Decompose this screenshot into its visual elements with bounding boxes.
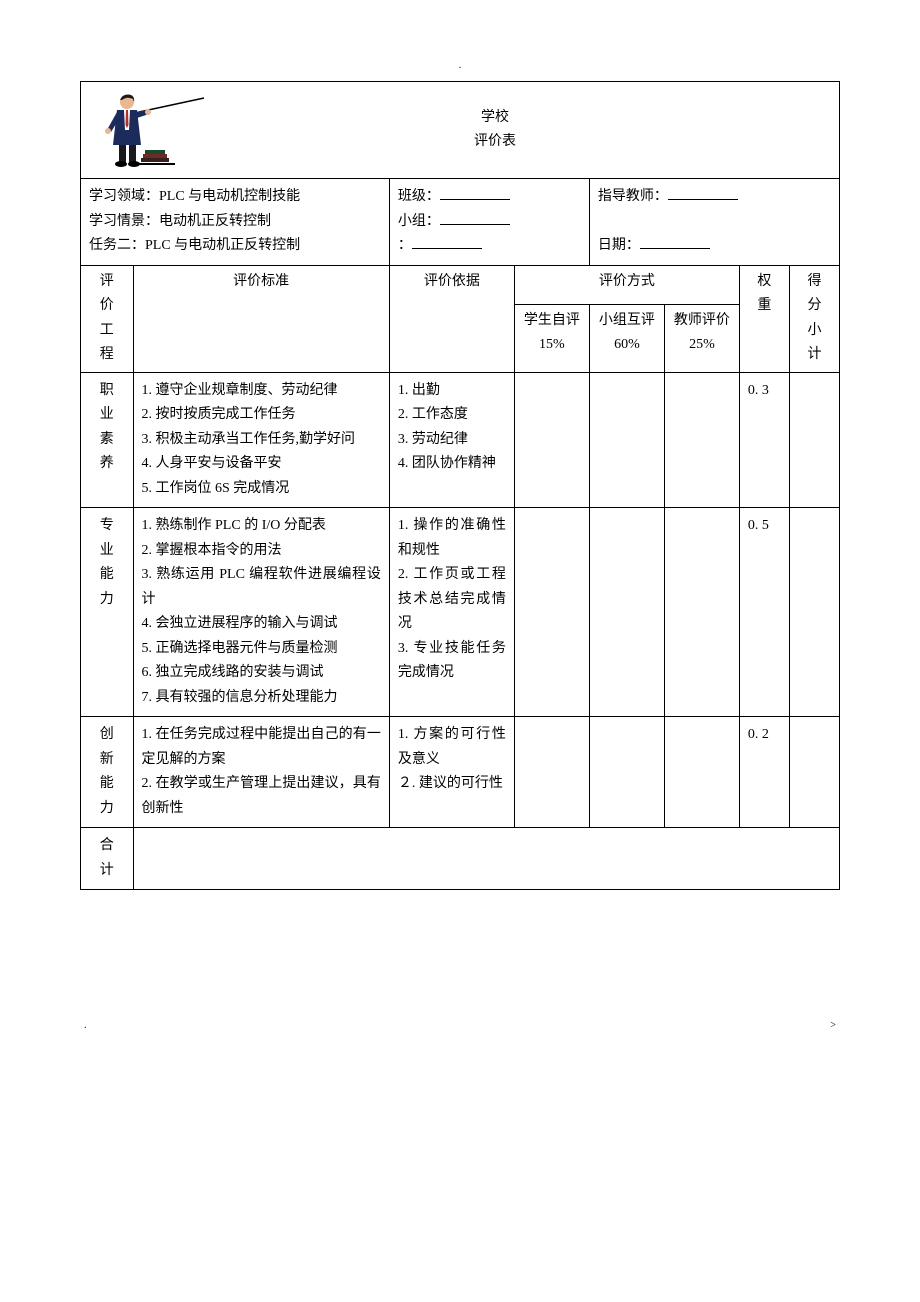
hdr-peer: 小组互评 60% [589, 304, 664, 372]
task-label: 任务二： [89, 238, 145, 253]
total-label: 合计 [81, 828, 134, 890]
table-row: 职业素养 1. 遵守企业规章制度、劳动纪律 2. 按时按质完成工作任务 3. 积… [81, 372, 840, 508]
teacher-label: 指导教师： [598, 189, 668, 204]
row-standards-2: 1. 熟练制作 PLC 的 I/O 分配表 2. 掌握根本指令的用法 3. 熟练… [133, 508, 389, 717]
class-blank [440, 186, 510, 200]
date-blank [640, 235, 710, 249]
meta-left: 学习领域：PLC 与电动机控制技能 学习情景：电动机正反转控制 任务二：PLC … [81, 179, 390, 266]
hdr-proj-text: 评价工程 [100, 270, 114, 368]
title-line1: 学校 [219, 106, 771, 131]
hdr-peer-pct: 60% [614, 337, 640, 352]
evaluation-table: 学校 评价表 学习领域：PLC 与电动机控制技能 学习情景：电动机正反转控制 任… [80, 81, 840, 890]
total-row: 合计 [81, 828, 840, 890]
row-teach-3 [664, 717, 739, 828]
meta-right: 指导教师： 日期： [589, 179, 839, 266]
row-subtotal-2 [789, 508, 839, 717]
row-subtotal-1 [789, 372, 839, 508]
scene-value: 电动机正反转控制 [159, 214, 271, 229]
top-dot: . [80, 60, 840, 71]
hdr-subtotal-text: 得分小计 [807, 270, 821, 368]
hdr-basis: 评价依据 [389, 265, 514, 372]
row-proj-3-text: 创新能力 [100, 723, 114, 821]
title-line2: 评价表 [219, 130, 771, 155]
row-subtotal-3 [789, 717, 839, 828]
title-cell: 学校 评价表 [81, 82, 840, 179]
extra-blank [412, 235, 482, 249]
row-proj-2-text: 专业能力 [100, 514, 114, 612]
meta-mid: 班级： 小组： ： [389, 179, 589, 266]
table-row: 创新能力 1. 在任务完成过程中能提出自己的有一定见解的方案 2. 在教学或生产… [81, 717, 840, 828]
footer-right: > [830, 1020, 836, 1031]
row-peer-3 [589, 717, 664, 828]
row-self-3 [514, 717, 589, 828]
hdr-teach: 教师评价 25% [664, 304, 739, 372]
field-value: PLC 与电动机控制技能 [159, 189, 300, 204]
hdr-weight: 权重 [739, 265, 789, 372]
row-weight-2: 0. 5 [739, 508, 789, 717]
row-basis-3: 1. 方案的可行性及意义 ２. 建议的可行性 [389, 717, 514, 828]
total-cell [133, 828, 839, 890]
row-weight-3: 0. 2 [739, 717, 789, 828]
row-proj-1: 职业素养 [81, 372, 134, 508]
row-proj-3: 创新能力 [81, 717, 134, 828]
hdr-weight-text: 权重 [757, 270, 771, 319]
row-proj-1-text: 职业素养 [100, 379, 114, 477]
row-basis-1: 1. 出勤 2. 工作态度 3. 劳动纪律 4. 团队协作精神 [389, 372, 514, 508]
hdr-standard: 评价标准 [133, 265, 389, 372]
teacher-icon [89, 90, 209, 170]
hdr-proj: 评价工程 [81, 265, 134, 372]
row-standards-3: 1. 在任务完成过程中能提出自己的有一定见解的方案 2. 在教学或生产管理上提出… [133, 717, 389, 828]
hdr-teach-pct: 25% [689, 337, 715, 352]
task-value: PLC 与电动机正反转控制 [145, 238, 300, 253]
row-basis-2: 1. 操作的准确性和规性 2. 工作页或工程技术总结完成情况 3. 专业技能任务… [389, 508, 514, 717]
row-weight-1: 0. 3 [739, 372, 789, 508]
title-row: 学校 评价表 [81, 82, 840, 179]
total-label-text: 合计 [100, 834, 114, 883]
extra-colon: ： [398, 238, 412, 253]
row-peer-2 [589, 508, 664, 717]
date-label: 日期： [598, 238, 640, 253]
row-teach-2 [664, 508, 739, 717]
row-self-2 [514, 508, 589, 717]
class-label: 班级： [398, 189, 440, 204]
row-self-1 [514, 372, 589, 508]
teacher-blank [668, 186, 738, 200]
table-row: 专业能力 1. 熟练制作 PLC 的 I/O 分配表 2. 掌握根本指令的用法 … [81, 508, 840, 717]
group-blank [440, 211, 510, 225]
row-teach-1 [664, 372, 739, 508]
scene-label: 学习情景： [89, 214, 159, 229]
header-row-1: 评价工程 评价标准 评价依据 评价方式 权重 得分小计 [81, 265, 840, 304]
hdr-peer-text: 小组互评 [599, 313, 655, 328]
hdr-self-text: 学生自评 [524, 313, 580, 328]
footer-left: . [84, 1020, 87, 1031]
field-label: 学习领域： [89, 189, 159, 204]
hdr-teach-text: 教师评价 [674, 313, 730, 328]
hdr-self-pct: 15% [539, 337, 565, 352]
footer: . > [80, 1020, 840, 1031]
group-label: 小组： [398, 214, 440, 229]
meta-row: 学习领域：PLC 与电动机控制技能 学习情景：电动机正反转控制 任务二：PLC … [81, 179, 840, 266]
hdr-mode: 评价方式 [514, 265, 739, 304]
hdr-subtotal: 得分小计 [789, 265, 839, 372]
row-standards-1: 1. 遵守企业规章制度、劳动纪律 2. 按时按质完成工作任务 3. 积极主动承当… [133, 372, 389, 508]
row-proj-2: 专业能力 [81, 508, 134, 717]
row-peer-1 [589, 372, 664, 508]
hdr-self: 学生自评 15% [514, 304, 589, 372]
